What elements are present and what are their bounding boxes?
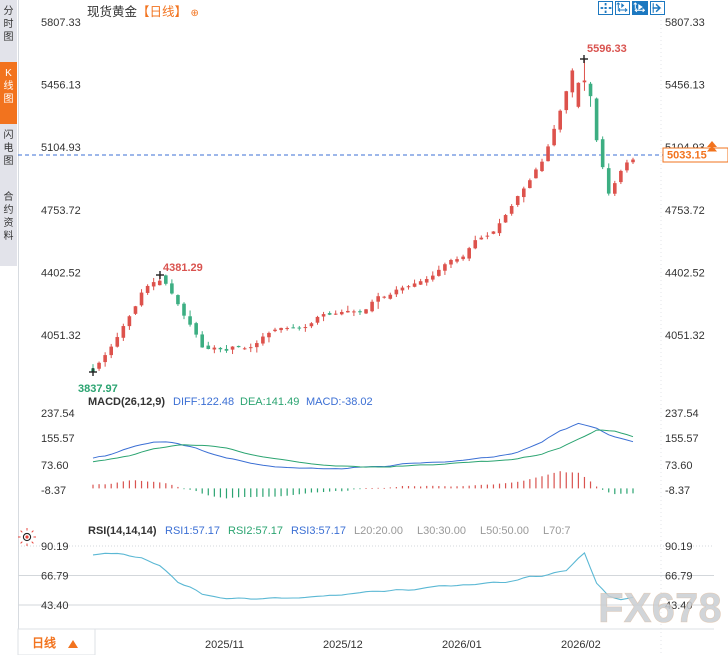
svg-text:RSI3:57.17: RSI3:57.17 (291, 525, 346, 537)
svg-text:3837.97: 3837.97 (78, 383, 118, 395)
svg-text:L50:50.00: L50:50.00 (480, 525, 529, 537)
svg-text:73.60: 73.60 (41, 460, 69, 472)
svg-text:2025/11: 2025/11 (205, 639, 244, 651)
svg-text:L30:30.00: L30:30.00 (417, 525, 466, 537)
svg-text:4753.72: 4753.72 (665, 205, 705, 217)
svg-text:237.54: 237.54 (665, 408, 699, 420)
svg-text:4402.52: 4402.52 (41, 267, 81, 279)
svg-text:DEA:141.49: DEA:141.49 (240, 396, 299, 408)
svg-text:4402.52: 4402.52 (665, 267, 705, 279)
svg-text:90.19: 90.19 (41, 541, 69, 553)
svg-text:5033.15: 5033.15 (667, 150, 707, 162)
svg-text:237.54: 237.54 (41, 408, 75, 420)
svg-text:5456.13: 5456.13 (665, 80, 705, 92)
svg-text:5807.33: 5807.33 (665, 17, 705, 29)
svg-text:73.60: 73.60 (665, 460, 693, 472)
svg-text:5596.33: 5596.33 (587, 43, 627, 55)
svg-text:5456.13: 5456.13 (41, 80, 81, 92)
svg-text:L70:7: L70:7 (543, 525, 571, 537)
svg-text:FX678: FX678 (598, 584, 722, 631)
svg-text:RSI1:57.17: RSI1:57.17 (165, 525, 220, 537)
svg-text:MACD(26,12,9): MACD(26,12,9) (88, 396, 165, 408)
svg-text:4381.29: 4381.29 (163, 262, 203, 274)
svg-text:日线: 日线 (32, 635, 56, 650)
svg-text:4051.32: 4051.32 (41, 330, 81, 342)
svg-text:4051.32: 4051.32 (665, 330, 705, 342)
svg-text:L20:20.00: L20:20.00 (354, 525, 403, 537)
svg-text:155.57: 155.57 (41, 433, 75, 445)
svg-text:5104.93: 5104.93 (41, 142, 81, 154)
svg-text:90.19: 90.19 (665, 541, 693, 553)
svg-text:2026/02: 2026/02 (561, 639, 601, 651)
svg-text:43.40: 43.40 (41, 600, 69, 612)
svg-text:RSI2:57.17: RSI2:57.17 (228, 525, 283, 537)
svg-text:-8.37: -8.37 (665, 485, 690, 497)
svg-text:66.79: 66.79 (665, 571, 693, 583)
svg-text:5807.33: 5807.33 (41, 17, 81, 29)
svg-text:-8.37: -8.37 (41, 485, 66, 497)
svg-text:66.79: 66.79 (41, 571, 69, 583)
svg-text:4753.72: 4753.72 (41, 205, 81, 217)
svg-text:2026/01: 2026/01 (442, 639, 482, 651)
svg-text:155.57: 155.57 (665, 433, 699, 445)
svg-text:2025/12: 2025/12 (323, 639, 363, 651)
svg-text:RSI(14,14,14): RSI(14,14,14) (88, 525, 157, 537)
svg-text:DIFF:122.48: DIFF:122.48 (173, 396, 234, 408)
svg-text:MACD:-38.02: MACD:-38.02 (306, 396, 373, 408)
